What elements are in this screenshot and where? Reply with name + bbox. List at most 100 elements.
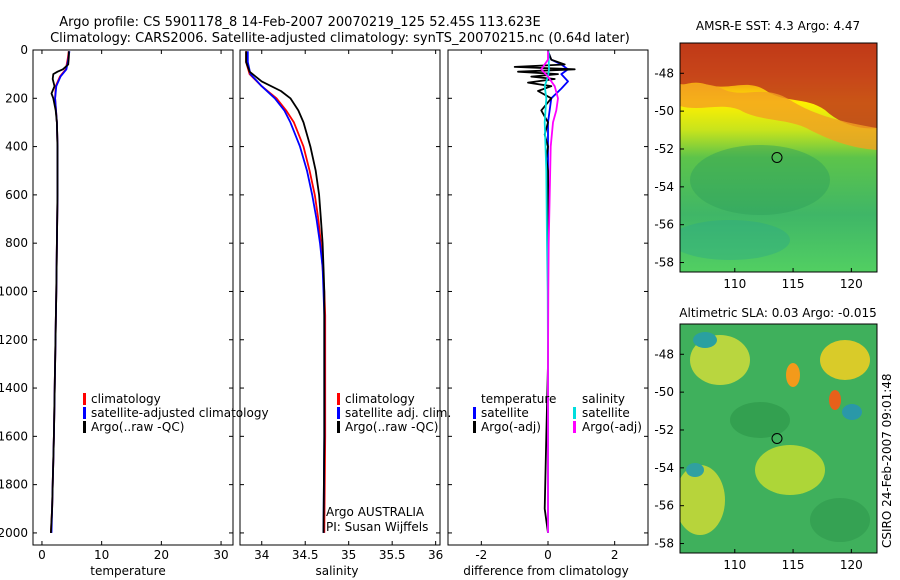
sla-yellow-patch <box>755 445 825 495</box>
legend-climatology-swatch <box>83 393 86 405</box>
map-y-tick-label: -58 <box>654 256 674 270</box>
map-x-tick-label: 115 <box>782 558 805 572</box>
y-tick-label: 0 <box>20 43 28 57</box>
difference-panel: -2 0 2 difference from climatology tempera… <box>447 49 649 578</box>
sla-orange-patch <box>829 390 841 410</box>
argo-institution-label: Argo AUSTRALIA <box>326 505 425 519</box>
salinity-y-ticks <box>240 49 440 534</box>
map-x-tick-label: 120 <box>840 558 863 572</box>
sst-map-y-ticks: -48 -50 -52 -54 -56 -58 <box>654 66 684 270</box>
sst-cold-south <box>680 220 790 260</box>
x-tick-label: 2 <box>611 548 619 562</box>
series-line-satellite-adj-clim- <box>246 51 326 533</box>
sla-orange-patch <box>786 363 800 387</box>
sla-map-x-ticks: 110 115 120 <box>723 549 863 572</box>
map-y-tick-label: -48 <box>654 66 674 80</box>
y-tick-label: 2000 <box>0 526 28 540</box>
series-line-argo-raw-qc- <box>245 51 326 533</box>
temperature-x-ticks: 0 10 20 30 <box>38 50 229 562</box>
salinity-x-ticks: 34 34.5 35 35.5 36 <box>254 50 443 562</box>
x-tick-label: 0 <box>38 548 46 562</box>
sst-map-panel: AMSR-E SST: 4.3 Argo: 4.47 -48-50-52-54-… <box>654 19 878 291</box>
difference-x-label: difference from climatology <box>463 564 629 578</box>
figure-title-line-1: Argo profile: CS 5901178_8 14-Feb-2007 2… <box>59 15 541 30</box>
x-tick-label: 10 <box>94 548 109 562</box>
temperature-series <box>50 51 71 533</box>
y-tick-label: 1000 <box>0 284 28 298</box>
legend-salinity-title: salinity <box>582 392 625 406</box>
sst-warm-region <box>680 43 877 129</box>
map-x-tick-label: 110 <box>723 277 746 291</box>
legend-climatology-label: climatology <box>91 392 161 406</box>
y-tick-label: 800 <box>5 236 28 250</box>
map-y-tick-label: -50 <box>654 385 674 399</box>
map-y-tick-label: -50 <box>654 104 674 118</box>
y-tick-label: 400 <box>5 140 28 154</box>
x-tick-label: 36 <box>428 548 443 562</box>
series-line-climatology <box>245 51 327 533</box>
sla-dark-patch <box>730 402 790 438</box>
map-y-tick-label: -52 <box>654 423 674 437</box>
series-line-temperature-satellite <box>547 50 569 533</box>
sla-blue-patch <box>686 463 704 477</box>
csiro-timestamp: CSIRO 24-Feb-2007 09:01:48 <box>880 373 894 548</box>
y-tick-label: 1200 <box>0 333 28 347</box>
x-tick-label: 35 <box>341 548 356 562</box>
sla-blue-patch <box>693 332 717 348</box>
legend-satellite-label: satellite-adjusted climatology <box>91 406 269 420</box>
legend-sal-satellite-swatch <box>573 407 576 419</box>
sla-map-panel: Altimetric SLA: 0.03 Argo: -0.015 -48 -50… <box>654 306 878 572</box>
legend-sal-argo-swatch <box>573 421 576 433</box>
map-y-tick-label: -56 <box>654 499 674 513</box>
difference-series <box>513 50 576 534</box>
x-tick-label: 30 <box>213 548 228 562</box>
temperature-panel: 0 200 400 600 800 1000 1200 1400 1600 1800 2000 0 1… <box>0 43 269 578</box>
sst-orange-band <box>680 84 877 150</box>
legend-temp-argo-swatch <box>473 421 476 433</box>
sla-yellow-patch <box>820 340 870 380</box>
legend-climatology-swatch <box>337 393 340 405</box>
x-tick-label: -2 <box>475 548 487 562</box>
x-tick-label: 35.5 <box>379 548 406 562</box>
y-tick-label: 600 <box>5 188 28 202</box>
x-tick-label: 34.5 <box>292 548 319 562</box>
figure-title-line-2: Climatology: CARS2006. Satellite-adjuste… <box>50 31 630 46</box>
map-x-tick-label: 115 <box>782 277 805 291</box>
y-tick-label: 1600 <box>0 429 28 443</box>
legend-satellite-swatch <box>83 407 86 419</box>
sla-argo-marker <box>771 433 783 444</box>
temperature-x-label: temperature <box>90 564 165 578</box>
y-tick-label: 1400 <box>0 381 28 395</box>
map-y-tick-label: -48 <box>654 347 674 361</box>
legend-argo-swatch <box>83 421 86 433</box>
legend-climatology-label: climatology <box>345 392 415 406</box>
y-tick-label: 200 <box>5 91 28 105</box>
difference-legend: temperature satellite Argo(-adj) salinit… <box>473 392 642 434</box>
salinity-legend: climatology satellite adj. clim. Argo(..… <box>337 392 451 434</box>
sst-map-x-ticks: 110 115 120 <box>723 268 863 291</box>
legend-temperature-title: temperature <box>481 392 556 406</box>
salinity-series <box>245 51 327 533</box>
salinity-axes-box <box>239 49 441 546</box>
map-x-tick-label: 110 <box>723 558 746 572</box>
sla-blue-patch <box>842 404 862 420</box>
x-tick-label: 0 <box>544 548 552 562</box>
sla-map-y-ticks: -48 -50 -52 -54 -56 -58 <box>654 347 684 551</box>
map-y-tick-label: -58 <box>654 537 674 551</box>
sla-yellow-patch <box>680 465 725 535</box>
x-tick-label: 20 <box>154 548 169 562</box>
argo-pi-label: PI: Susan Wijffels <box>326 520 428 534</box>
legend-temp-argo-label: Argo(-adj) <box>481 420 541 434</box>
sst-map-frame <box>679 42 878 273</box>
legend-satellite-label: satellite adj. clim. <box>345 406 451 420</box>
sla-field <box>680 324 877 553</box>
sst-cool-pool <box>690 145 830 215</box>
sst-field <box>680 43 877 272</box>
map-y-tick-label: -54 <box>654 461 674 475</box>
difference-x-ticks: -2 0 2 <box>475 50 618 562</box>
legend-satellite-swatch <box>337 407 340 419</box>
map-x-tick-label: 120 <box>840 277 863 291</box>
legend-sal-satellite-label: satellite <box>582 406 630 420</box>
difference-y-ticks <box>448 49 648 534</box>
